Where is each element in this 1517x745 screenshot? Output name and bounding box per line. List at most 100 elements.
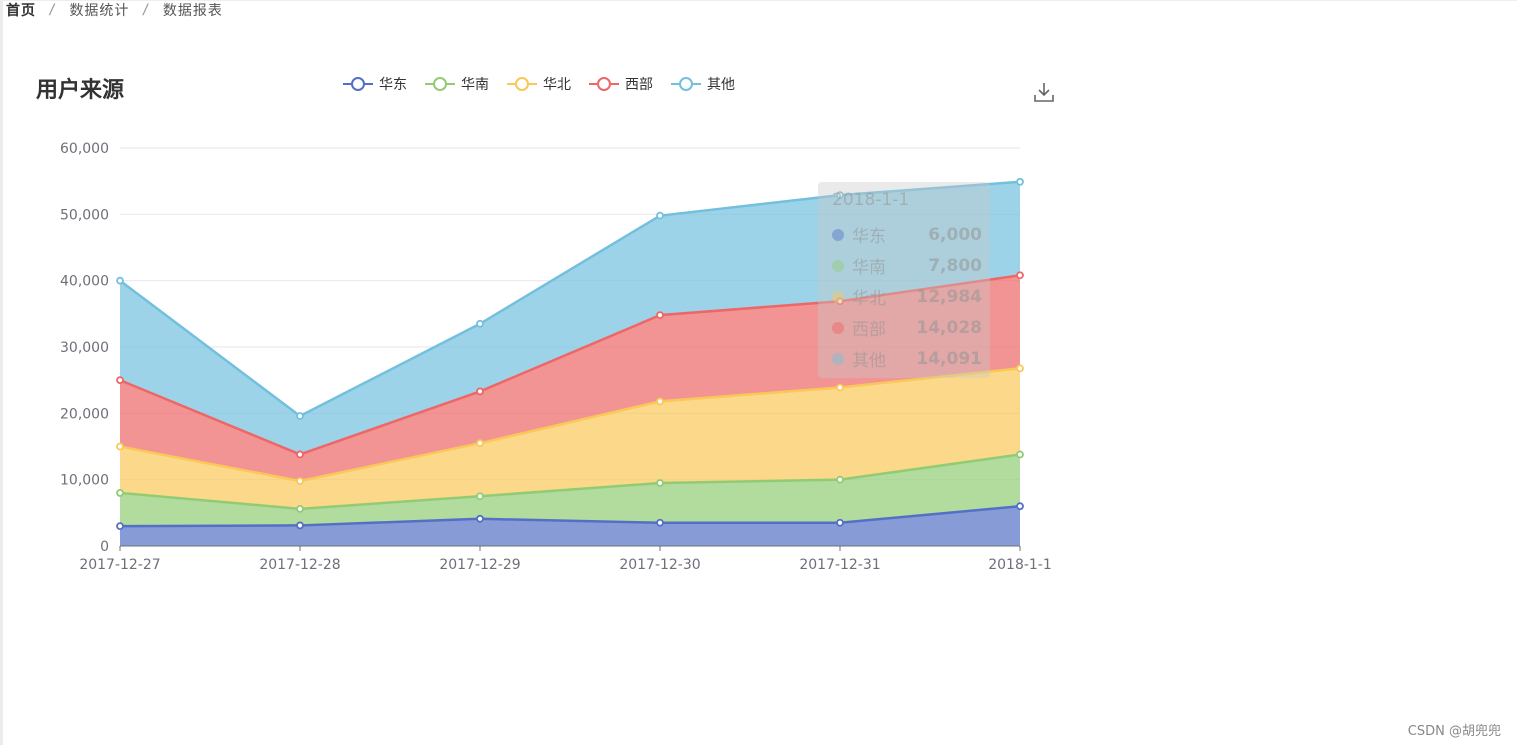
tooltip-dot bbox=[832, 259, 844, 272]
tooltip-series-name: 西部 bbox=[852, 320, 886, 340]
legend-label: 华南 bbox=[461, 77, 489, 93]
legend-swatch bbox=[343, 76, 373, 92]
tooltip-dot bbox=[832, 228, 844, 241]
legend-swatch bbox=[507, 76, 537, 92]
x-tick-label: 2017-12-28 bbox=[259, 557, 340, 573]
data-point[interactable] bbox=[836, 191, 844, 199]
data-point[interactable] bbox=[116, 376, 124, 385]
breadcrumb-separator: / bbox=[48, 2, 58, 18]
breadcrumb-data-stats[interactable]: 数据统计 bbox=[69, 3, 130, 19]
legend-swatch bbox=[589, 76, 619, 92]
tooltip-title: 2018-1-1 bbox=[832, 190, 910, 210]
x-tick-label: 2017-12-31 bbox=[799, 557, 880, 573]
y-tick-label: 50,000 bbox=[60, 207, 109, 223]
data-point[interactable] bbox=[476, 319, 484, 328]
tooltip-dot bbox=[832, 321, 844, 334]
data-point[interactable] bbox=[656, 311, 664, 320]
data-point[interactable] bbox=[836, 297, 844, 306]
data-point[interactable] bbox=[476, 492, 484, 501]
x-tick-label: 2018-1-1 bbox=[988, 557, 1052, 573]
tooltip-series-value: 6,000 bbox=[928, 224, 982, 245]
legend-item[interactable]: 华东 bbox=[343, 74, 407, 94]
top-divider bbox=[0, 0, 1517, 1]
series-line bbox=[119, 274, 1021, 456]
axes: 0 10,000 20,000 30,000 40,000 50,000 60,000 201… bbox=[60, 141, 1052, 573]
x-tick-label: 2017-12-27 bbox=[79, 557, 160, 573]
data-point[interactable] bbox=[656, 211, 664, 220]
series-line bbox=[119, 367, 1021, 483]
data-point[interactable] bbox=[656, 479, 664, 487]
data-point[interactable] bbox=[296, 477, 304, 485]
tooltip-series-name: 华东 bbox=[852, 227, 886, 247]
tooltip-series-name: 其他 bbox=[852, 351, 886, 371]
data-point[interactable] bbox=[656, 518, 664, 527]
legend-label: 西部 bbox=[625, 77, 653, 93]
chart-legend: 华东 华南 华北 西部 其他 bbox=[343, 74, 735, 94]
series-lines bbox=[119, 180, 1021, 528]
tooltip-series-name: 华南 bbox=[852, 258, 886, 278]
tooltip-series-value: 14,028 bbox=[916, 317, 982, 338]
x-tick-label: 2017-12-29 bbox=[439, 557, 520, 573]
chart-title: 用户来源 bbox=[36, 78, 125, 103]
legend-item[interactable]: 西部 bbox=[589, 74, 653, 94]
legend-item[interactable]: 其他 bbox=[671, 74, 735, 94]
download-icon[interactable] bbox=[1032, 80, 1056, 104]
legend-label: 华北 bbox=[543, 77, 571, 93]
y-tick-label: 40,000 bbox=[60, 274, 109, 290]
y-tick-label: 60,000 bbox=[60, 141, 109, 157]
tooltip-row: 西部 14,028 bbox=[832, 315, 982, 340]
breadcrumb-separator: / bbox=[141, 2, 151, 18]
data-point[interactable] bbox=[296, 504, 304, 513]
x-tick-label: 2017-12-30 bbox=[619, 557, 700, 573]
data-point[interactable] bbox=[836, 475, 844, 484]
data-points bbox=[116, 177, 1024, 530]
watermark: CSDN @胡兜兜 bbox=[1407, 724, 1501, 739]
y-tick-label: 20,000 bbox=[60, 406, 109, 422]
series-line bbox=[119, 180, 1021, 418]
area-其他 bbox=[120, 181, 1020, 455]
data-point[interactable] bbox=[116, 522, 124, 530]
legend-item[interactable]: 华北 bbox=[507, 74, 571, 94]
tooltip-series-value: 12,984 bbox=[916, 286, 982, 307]
data-point[interactable] bbox=[116, 276, 124, 285]
data-point[interactable] bbox=[296, 412, 304, 420]
legend-swatch bbox=[425, 76, 455, 92]
tooltip-series-value: 14,091 bbox=[916, 348, 982, 369]
data-point[interactable] bbox=[836, 383, 844, 392]
data-point[interactable] bbox=[1016, 364, 1024, 373]
legend-item[interactable]: 华南 bbox=[425, 74, 489, 94]
data-point[interactable] bbox=[1016, 502, 1024, 511]
data-point[interactable] bbox=[836, 518, 844, 527]
data-point[interactable] bbox=[116, 442, 124, 451]
tooltip-dot bbox=[832, 290, 844, 303]
series-line bbox=[119, 504, 1021, 528]
area-西部 bbox=[120, 275, 1020, 481]
data-point[interactable] bbox=[1016, 450, 1024, 459]
data-point[interactable] bbox=[476, 439, 484, 448]
area-华北 bbox=[120, 368, 1020, 509]
data-point[interactable] bbox=[116, 489, 124, 497]
breadcrumb-home[interactable]: 首页 bbox=[6, 3, 36, 19]
data-point[interactable] bbox=[656, 397, 664, 406]
area-华东 bbox=[120, 506, 1020, 546]
breadcrumb: 首页 / 数据统计 / 数据报表 bbox=[6, 0, 223, 20]
left-border bbox=[0, 0, 3, 745]
breadcrumb-data-report: 数据报表 bbox=[162, 3, 223, 19]
tooltip-series-name: 华北 bbox=[852, 289, 886, 309]
y-tick-label: 0 bbox=[100, 539, 109, 555]
legend-label: 其他 bbox=[707, 77, 735, 93]
tooltip-row: 其他 14,091 bbox=[832, 346, 982, 371]
tooltip-row: 华东 6,000 bbox=[832, 222, 982, 247]
series-line bbox=[119, 453, 1021, 511]
tooltip-row: 华南 7,800 bbox=[832, 253, 982, 278]
data-point[interactable] bbox=[1016, 271, 1024, 280]
data-point[interactable] bbox=[296, 521, 304, 530]
data-point[interactable] bbox=[476, 387, 484, 396]
data-point[interactable] bbox=[296, 450, 304, 459]
y-tick-label: 10,000 bbox=[60, 473, 109, 489]
legend-label: 华东 bbox=[379, 77, 407, 93]
tooltip-row: 华北 12,984 bbox=[832, 284, 982, 309]
data-point[interactable] bbox=[1016, 177, 1024, 186]
data-point[interactable] bbox=[476, 514, 484, 523]
